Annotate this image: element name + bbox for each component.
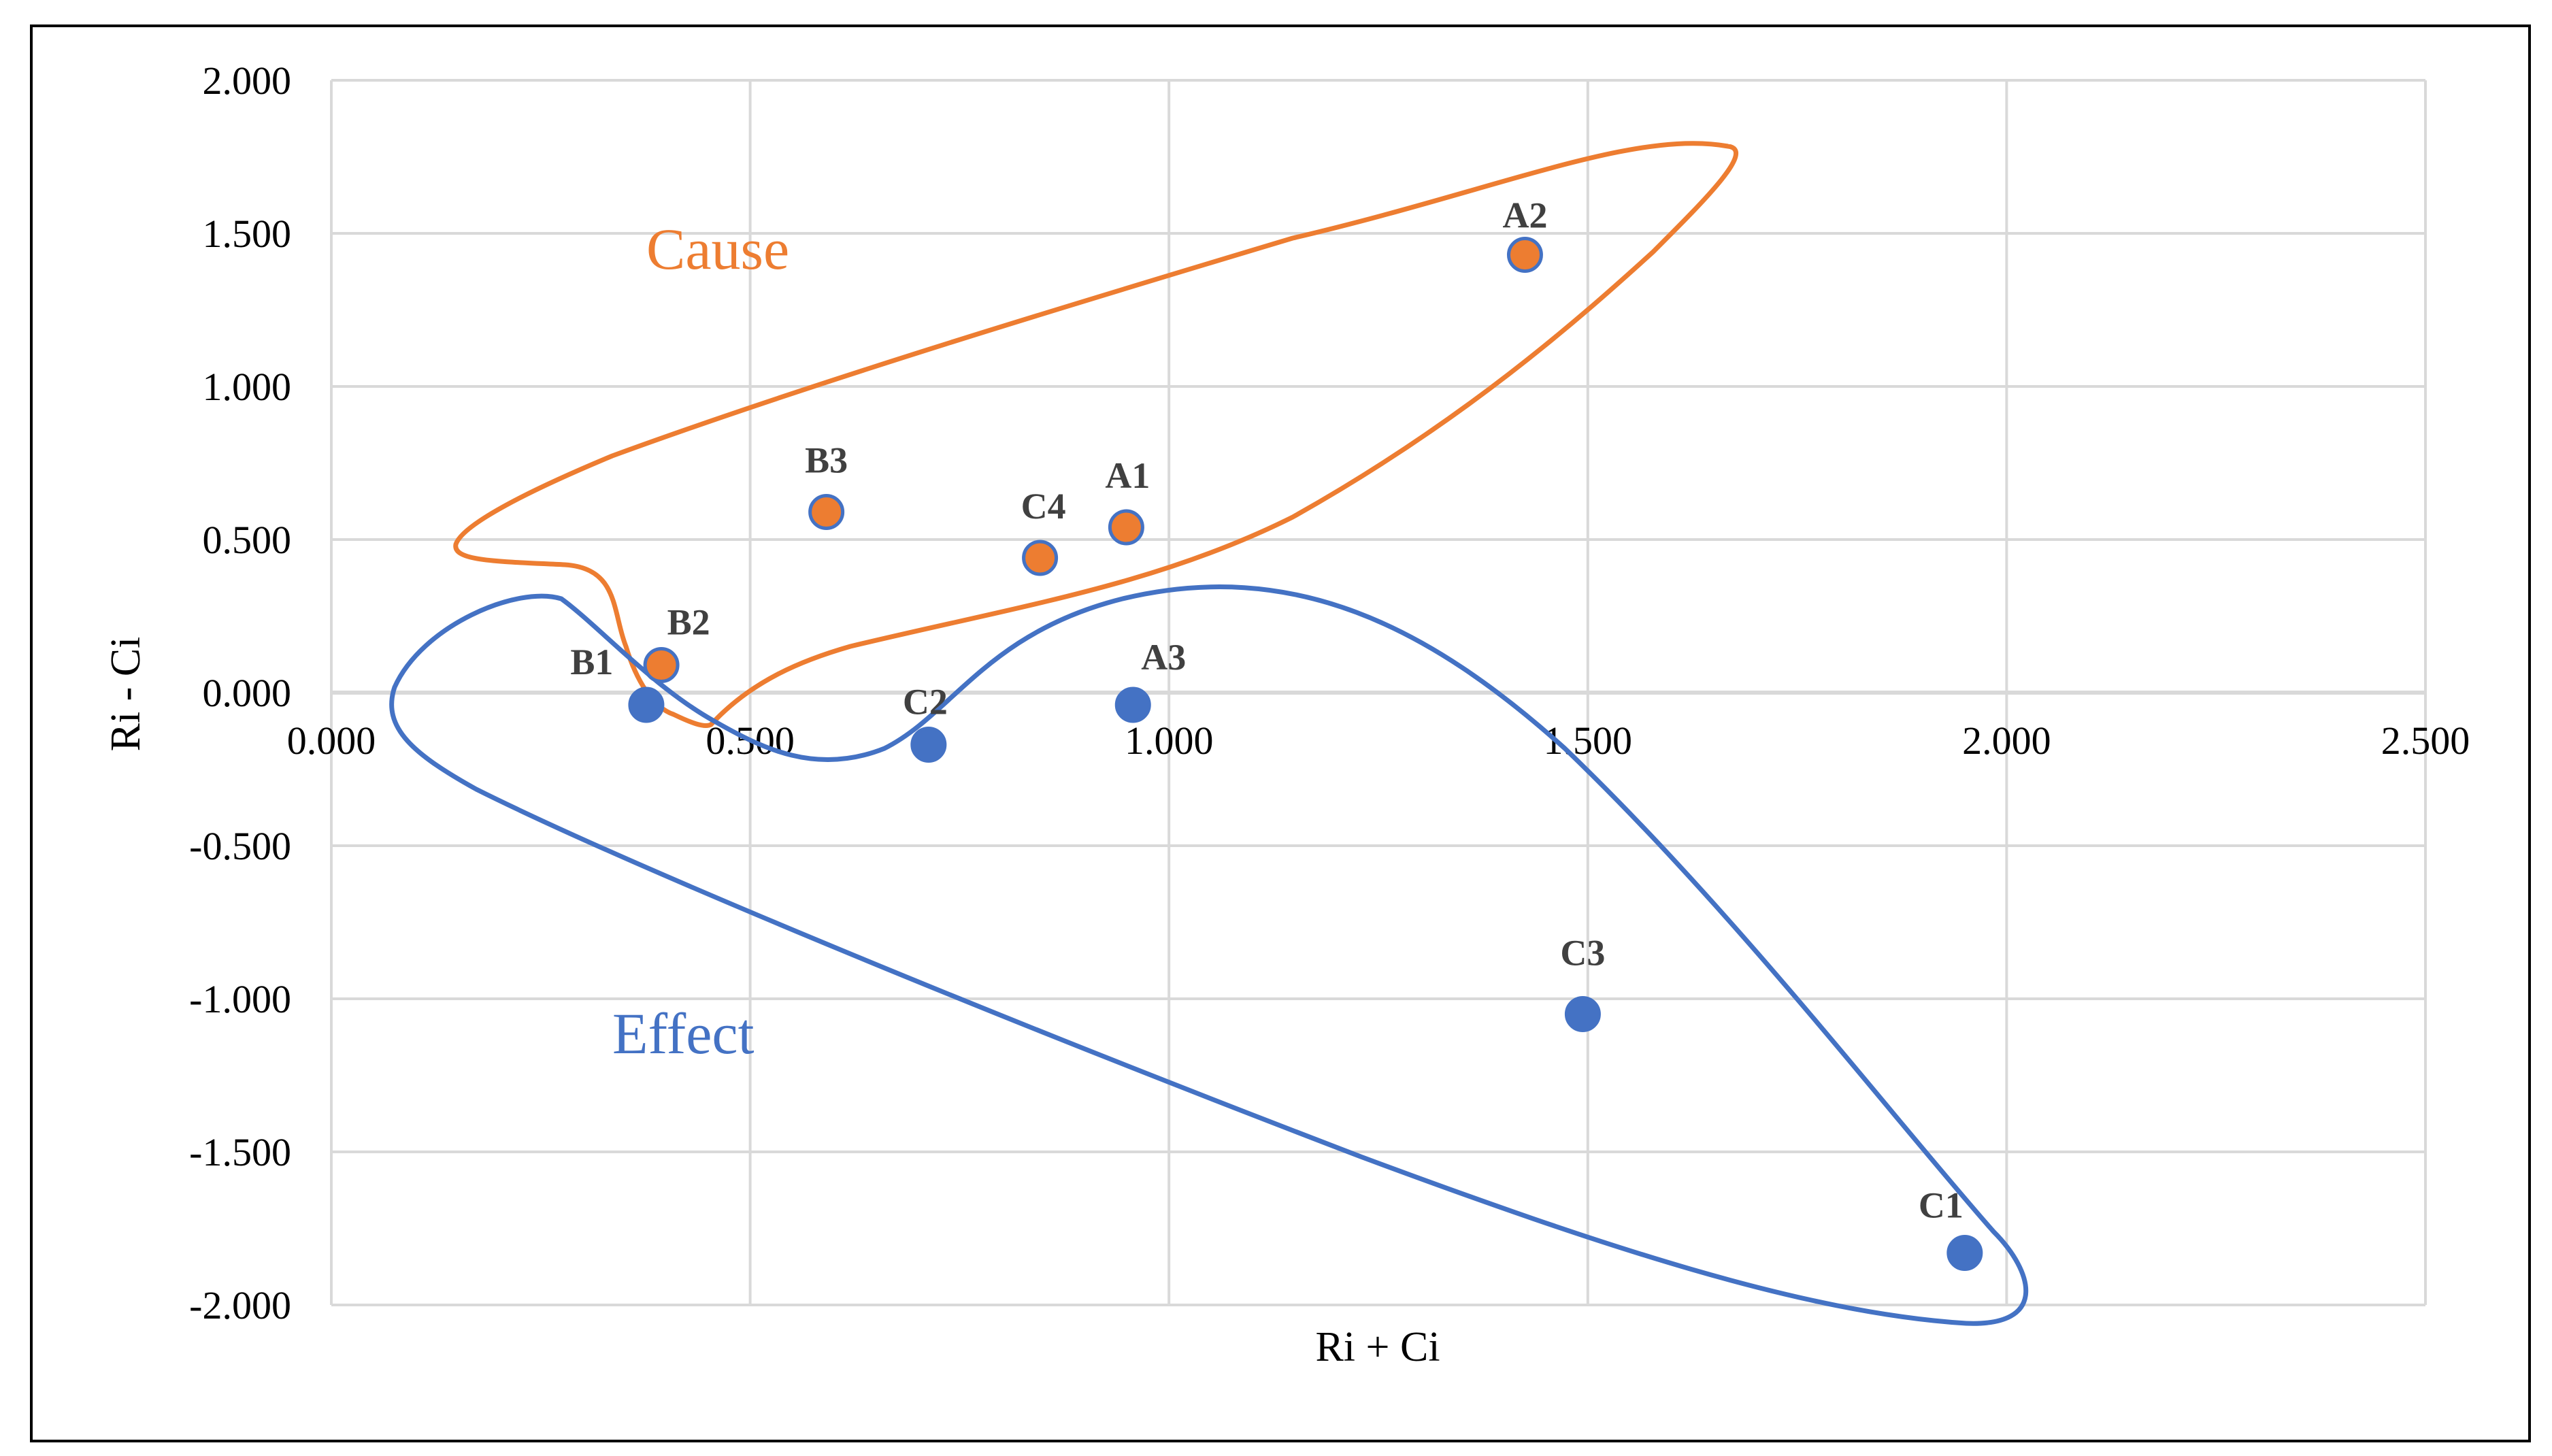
point-label-c2: C2 [903, 682, 948, 723]
effect-annotation: Effect [612, 1001, 755, 1066]
point-label-c1: C1 [1919, 1185, 1963, 1226]
y-tick-label: 2.000 [203, 59, 292, 103]
y-tick-label: -0.500 [189, 824, 291, 868]
x-axis-title: Ri + Ci [1315, 1324, 1440, 1370]
x-tick-label: 1.000 [1125, 718, 1214, 763]
chart-frame [30, 24, 2531, 1442]
x-tick-label: 0.000 [287, 718, 376, 763]
point-c3 [1564, 996, 1601, 1032]
grid-layer: 2.000 1.500 1.000 0.500 0.000 -0.500 -1.000 -1.… [189, 59, 2470, 1327]
y-tick-label: 1.500 [203, 212, 292, 256]
point-a1 [1108, 509, 1144, 546]
point-label-c3: C3 [1560, 933, 1605, 974]
y-tick-label: -1.000 [189, 977, 291, 1021]
group-outlines [389, 141, 2029, 1326]
point-b1 [628, 686, 665, 723]
y-tick-label: 1.000 [203, 365, 292, 409]
point-a2 [1506, 237, 1543, 273]
point-c1 [1946, 1235, 1983, 1271]
point-c2 [910, 727, 947, 763]
point-b2 [643, 647, 680, 683]
point-b3 [808, 494, 845, 530]
x-tick-label: 2.500 [2381, 718, 2470, 763]
point-label-b3: B3 [805, 440, 848, 481]
point-label-b2: B2 [667, 602, 710, 643]
x-tick-label: 2.000 [1962, 718, 2051, 763]
point-label-a2: A2 [1502, 195, 1547, 236]
y-tick-label: -1.500 [189, 1130, 291, 1174]
point-c4 [1022, 540, 1059, 576]
y-tick-label: 0.500 [203, 518, 292, 562]
point-label-a3: A3 [1141, 637, 1186, 678]
cause-group-outline [453, 141, 1739, 728]
y-axis-title: Ri - Ci [103, 637, 149, 752]
y-tick-label: -2.000 [189, 1283, 291, 1327]
point-label-c4: C4 [1021, 486, 1066, 527]
y-tick-label: 0.000 [203, 671, 292, 715]
data-points [628, 237, 1983, 1271]
cause-annotation: Cause [646, 216, 789, 282]
point-a3 [1114, 686, 1151, 723]
point-label-b1: B1 [570, 642, 613, 682]
point-label-a1: A1 [1105, 455, 1150, 496]
effect-group-outline [389, 584, 2029, 1326]
point-labels: A2 B3 C4 A1 B2 B1 C2 A3 C3 C1 [570, 195, 1963, 1226]
